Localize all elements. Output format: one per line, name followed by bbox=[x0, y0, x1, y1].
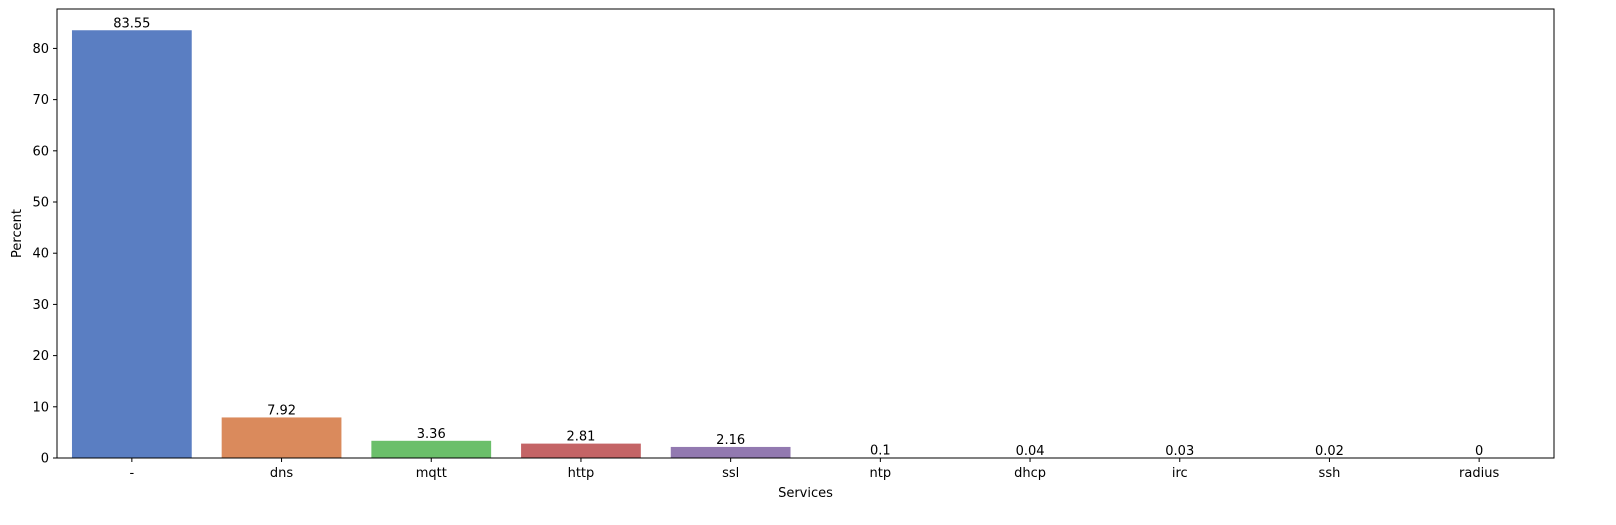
x-tick-label: - bbox=[129, 466, 134, 481]
y-tick-label: 60 bbox=[32, 144, 49, 159]
y-tick-label: 30 bbox=[32, 298, 49, 313]
x-tick-label: dns bbox=[270, 466, 293, 481]
bar-none bbox=[71, 30, 192, 458]
x-axis-label: Services bbox=[778, 486, 833, 501]
y-axis-label: Percent bbox=[10, 209, 25, 258]
x-tick-label: ssh bbox=[1319, 466, 1341, 481]
y-tick-label: 20 bbox=[32, 349, 49, 364]
x-tick-label: mqtt bbox=[416, 466, 447, 481]
data-label: 0.04 bbox=[1016, 444, 1045, 459]
y-tick-label: 10 bbox=[32, 400, 49, 415]
data-label: 0.02 bbox=[1315, 444, 1344, 459]
data-label: 2.81 bbox=[566, 430, 595, 445]
y-tick-label: 50 bbox=[32, 196, 49, 211]
y-tick-label: 0 bbox=[41, 452, 49, 467]
data-label: 3.36 bbox=[417, 427, 446, 442]
y-tick-label: 70 bbox=[32, 93, 49, 108]
data-label: 83.55 bbox=[113, 16, 150, 31]
bar-mqtt bbox=[371, 440, 492, 458]
data-label: 0 bbox=[1475, 444, 1483, 459]
bar-dns bbox=[221, 417, 342, 458]
x-tick-label: ssl bbox=[722, 466, 739, 481]
data-labels-group: 83.55 7.92 3.36 2.81 2.16 0.1 0.04 0.03 0.02 0 bbox=[113, 16, 1483, 459]
x-tick-label: dhcp bbox=[1014, 466, 1046, 481]
data-label: 0.1 bbox=[870, 443, 891, 458]
bar-ssl bbox=[670, 446, 791, 458]
x-axis: - dns mqtt http ssl ntp dhcp irc ssh radius bbox=[129, 458, 1499, 481]
x-tick-label: radius bbox=[1459, 466, 1499, 481]
y-tick-label: 40 bbox=[32, 247, 49, 262]
bars-group bbox=[71, 30, 1390, 458]
y-tick-label: 80 bbox=[32, 42, 49, 57]
bar-http bbox=[521, 443, 641, 458]
x-tick-label: ntp bbox=[870, 466, 892, 481]
x-tick-label: irc bbox=[1172, 466, 1188, 481]
data-label: 2.16 bbox=[716, 433, 745, 448]
x-tick-label: http bbox=[568, 466, 595, 481]
y-axis: 0 10 20 30 40 50 60 70 80 bbox=[32, 42, 57, 467]
data-label: 0.03 bbox=[1165, 444, 1194, 459]
data-label: 7.92 bbox=[267, 403, 296, 418]
plot-frame bbox=[56, 8, 1555, 459]
